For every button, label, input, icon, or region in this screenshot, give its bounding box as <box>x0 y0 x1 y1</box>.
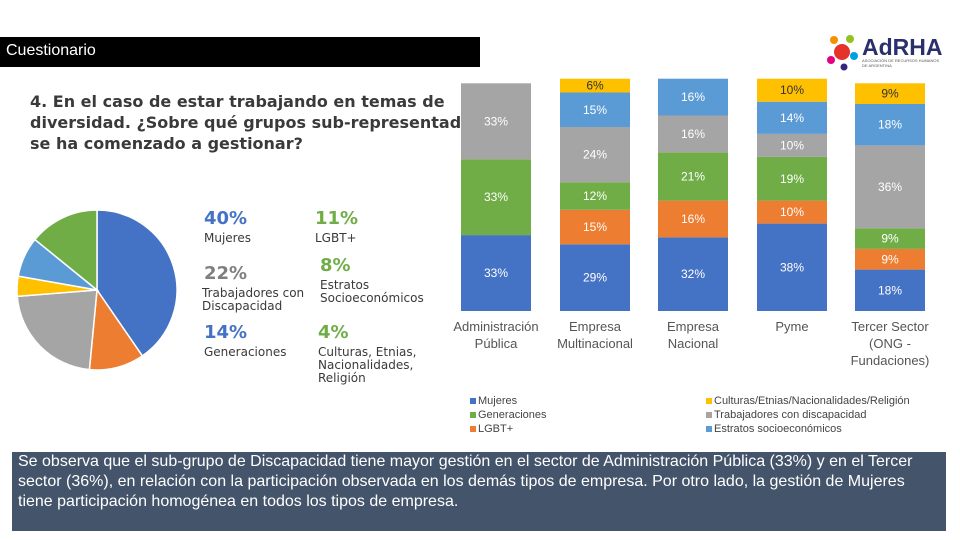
bar-data-label: 10% <box>780 205 804 219</box>
legend-label: Culturas/Etnias/Nacionalidades/Religión <box>714 395 910 407</box>
bar-segment <box>757 101 827 134</box>
bar-data-label: 36% <box>878 180 902 194</box>
bar-data-label: 33% <box>484 266 508 280</box>
pie-slice <box>33 209 98 292</box>
stat-label-discapacidad: Trabajadores con Discapacidad <box>202 286 305 313</box>
bar-segment <box>560 78 630 93</box>
legend-label: Trabajadores con discapacidad <box>714 409 867 421</box>
bar-segment <box>461 83 531 160</box>
adrha-logo <box>827 35 858 71</box>
legend-item-mujeres: Mujeres <box>470 395 547 409</box>
bar-data-label: 15% <box>583 220 607 234</box>
bar-segment <box>855 269 925 311</box>
stat-value-lgbt: 11% <box>315 208 359 229</box>
bar-segment <box>757 223 827 311</box>
bar-segment <box>461 159 531 236</box>
bar-segment <box>757 156 827 201</box>
bar-data-label: 16% <box>681 212 705 226</box>
bar-data-label: 12% <box>583 189 607 203</box>
logo-text: AdRHA <box>862 34 943 60</box>
bar-data-label: 38% <box>780 260 804 274</box>
stat-label-lgbt: LGBT+ <box>315 231 357 245</box>
bar-segment <box>658 115 728 153</box>
footer-summary: Se observa que el sub-grupo de Discapaci… <box>12 452 946 531</box>
bar-segment <box>757 200 827 224</box>
stat-value-culturas: 4% <box>318 322 349 343</box>
bar-segment <box>757 78 827 102</box>
bar-data-label: 18% <box>878 118 902 132</box>
bar-data-label: 14% <box>780 111 804 125</box>
category-tick-label: Empresa Nacional <box>667 319 720 351</box>
stat-label-culturas: Culturas, Etnias, Nacionalidades, Religi… <box>318 345 417 385</box>
category-tick-label: Pyme <box>775 319 808 334</box>
bar-data-label: 10% <box>780 83 804 97</box>
legend-right: Culturas/Etnias/Nacionalidades/Religión … <box>706 395 910 437</box>
legend-left: Mujeres Generaciones LGBT+ <box>470 395 547 437</box>
bar-data-label: 15% <box>583 103 607 117</box>
legend-item-discapacidad: Trabajadores con discapacidad <box>706 409 910 423</box>
bar-segment <box>560 127 630 183</box>
stat-value-mujeres: 40% <box>204 208 248 229</box>
bar-data-label: 16% <box>681 127 705 141</box>
header-bar: Cuestionario <box>0 37 480 67</box>
bar-segment <box>855 104 925 146</box>
bar-data-label: 33% <box>484 114 508 128</box>
legend-label: Mujeres <box>478 395 518 407</box>
bar-segment <box>757 133 827 157</box>
logo-subtitle: ASOCIACIÓN DE RECURSOS HUMANOS DE ARGENT… <box>862 58 940 68</box>
category-tick-label: Administración Pública <box>453 319 538 351</box>
pie-slice <box>96 209 178 357</box>
bar-data-label: 9% <box>881 87 899 101</box>
legend-label: Estratos socioeconómicos <box>714 423 842 435</box>
bar-data-label: 33% <box>484 190 508 204</box>
bar-segment <box>658 152 728 201</box>
stat-label-mujeres: Mujeres <box>204 231 251 245</box>
bar-data-label: 6% <box>586 79 604 93</box>
logo-mark-icon <box>827 35 858 71</box>
bar-segment <box>560 209 630 245</box>
legend-label: LGBT+ <box>478 423 514 435</box>
question-text: 4. En el caso de estar trabajando en tem… <box>30 92 482 153</box>
stat-label-estratos: Estratos Socioeconómicos <box>320 278 424 305</box>
bar-data-label: 9% <box>881 232 899 246</box>
bar-segment <box>658 78 728 116</box>
bar-data-label: 32% <box>681 267 705 281</box>
bar-segment <box>658 200 728 238</box>
bar-segment <box>855 248 925 270</box>
bar-segment <box>461 235 531 311</box>
bar-data-label: 21% <box>681 169 705 183</box>
stat-value-estratos: 8% <box>320 255 351 276</box>
bar-data-label: 9% <box>881 252 899 266</box>
stat-value-discapacidad: 22% <box>204 263 248 284</box>
bar-segment <box>560 244 630 311</box>
bar-data-label: 29% <box>583 271 607 285</box>
bar-data-label: 24% <box>583 148 607 162</box>
bar-data-label: 18% <box>878 283 902 297</box>
bar-data-label: 10% <box>780 138 804 152</box>
legend-label: Generaciones <box>478 409 547 421</box>
category-tick-label: Tercer Sector (ONG -Fundaciones) <box>851 319 930 368</box>
stat-value-generaciones: 14% <box>204 322 248 343</box>
bar-segment <box>560 182 630 210</box>
stat-label-generaciones: Generaciones <box>204 345 287 359</box>
bar-segment <box>855 83 925 104</box>
bar-segment <box>658 237 728 311</box>
bar-data-label: 19% <box>780 172 804 186</box>
pie-slice <box>16 289 98 371</box>
legend-item-culturas: Culturas/Etnias/Nacionalidades/Religión <box>706 395 910 409</box>
legend-item-generaciones: Generaciones <box>470 409 547 423</box>
legend-item-estratos: Estratos socioeconómicos <box>706 423 910 437</box>
legend-item-lgbt: LGBT+ <box>470 423 547 437</box>
bar-segment <box>855 228 925 249</box>
category-tick-label: Empresa Multinacional <box>557 319 633 351</box>
bar-segment <box>855 145 925 229</box>
bar-data-label: 16% <box>681 90 705 104</box>
header-title: Cuestionario <box>6 42 96 59</box>
bar-segment <box>560 92 630 127</box>
